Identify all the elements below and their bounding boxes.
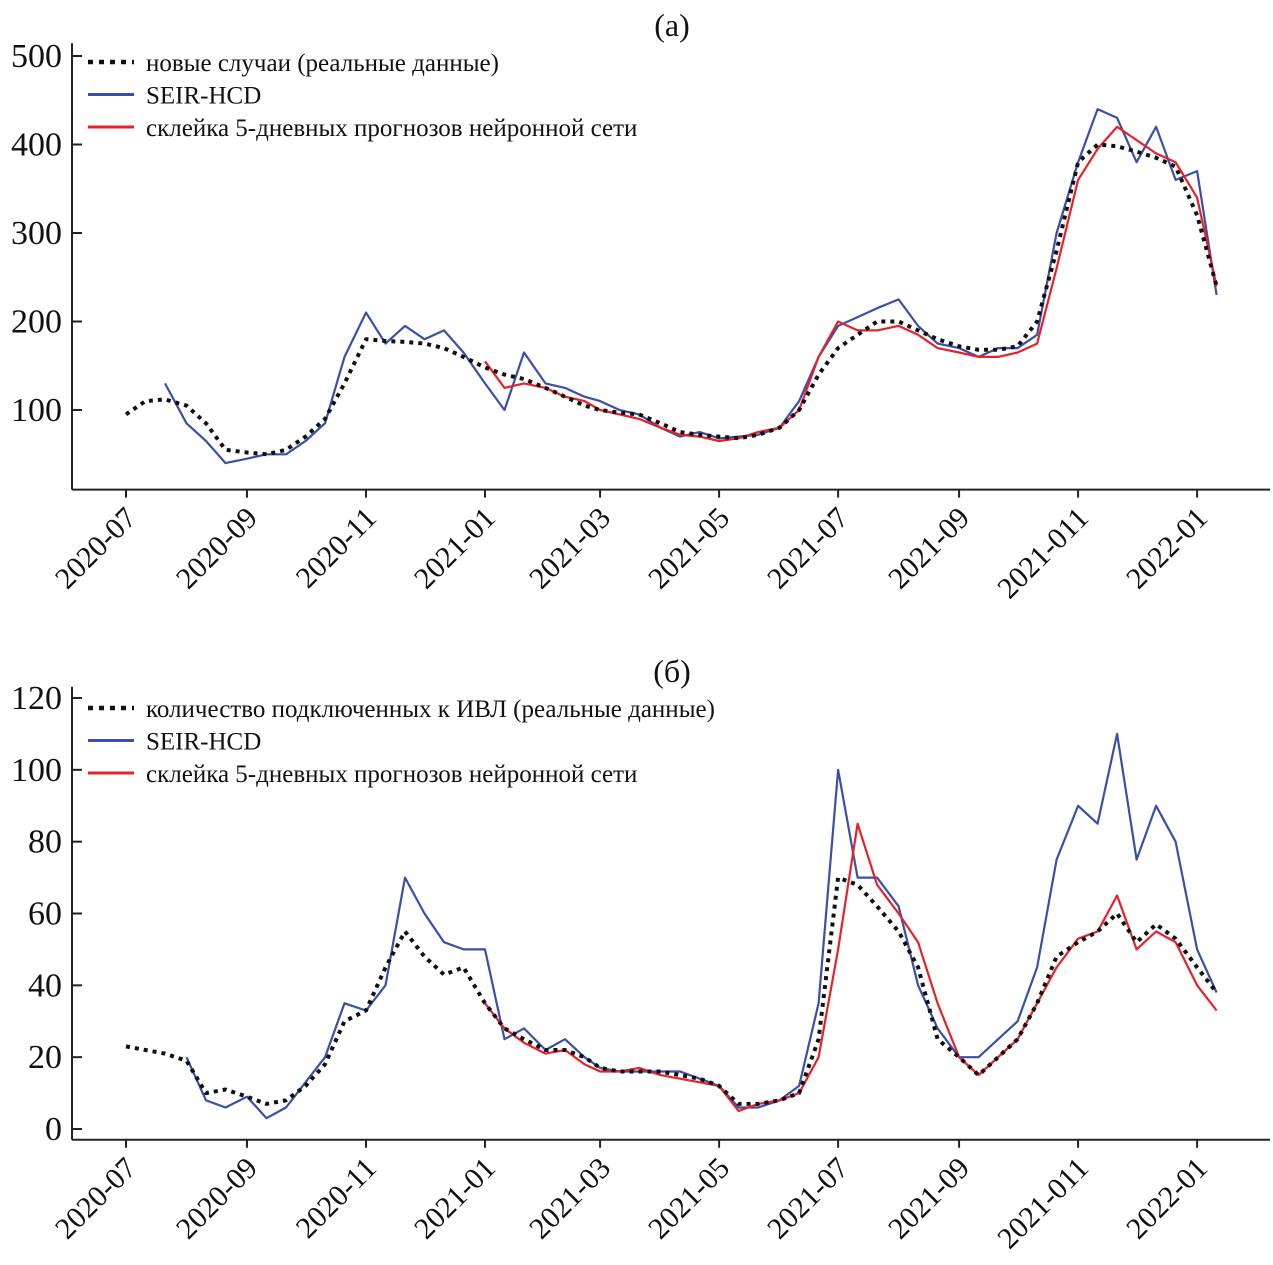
y-tick-label: 500 bbox=[11, 38, 62, 75]
x-tick-label: 2020-11 bbox=[290, 1151, 383, 1244]
x-tick-label: 2021-09 bbox=[882, 1151, 976, 1245]
legend-label: SEIR-HCD bbox=[146, 729, 261, 756]
panel-title: (a) bbox=[654, 7, 690, 43]
legend: новые случаи (реальные данные) SEIR-HCD ск… bbox=[88, 50, 637, 142]
panel-title: (б) bbox=[653, 653, 691, 689]
x-tick-label: 2021-09 bbox=[882, 501, 976, 595]
series-line-nn bbox=[484, 822, 1218, 1113]
y-tick-label: 120 bbox=[11, 680, 62, 717]
y-tick-label: 60 bbox=[28, 896, 62, 933]
x-tick-label: 2020-11 bbox=[290, 501, 383, 594]
x-tick-label: 2021-01 bbox=[408, 501, 502, 595]
y-tick-label: 400 bbox=[11, 127, 62, 164]
x-tick-label: 2021-07 bbox=[761, 1151, 855, 1245]
y-tick-label: 0 bbox=[45, 1111, 62, 1148]
series-line-seir-hcd bbox=[164, 108, 1218, 465]
y-tick-label: 100 bbox=[11, 392, 62, 429]
legend-label: склейка 5-дневных прогнозов нейронной се… bbox=[146, 115, 637, 142]
x-tick-label: 2021-03 bbox=[523, 501, 617, 595]
legend-label: SEIR-HCD bbox=[146, 83, 261, 110]
y-tick-label: 100 bbox=[11, 752, 62, 789]
panel-a: (a) 100 200 300 400 500 2020-07 2020-09 2020-11 2… bbox=[11, 7, 1270, 605]
x-tick-label: 2022-01 bbox=[1120, 501, 1214, 595]
x-tick-label: 2022-01 bbox=[1120, 1151, 1214, 1245]
legend-label: количество подключенных к ИВЛ (реальные … bbox=[146, 696, 715, 723]
series-line-real bbox=[124, 142, 1219, 457]
x-tick-label: 2021-05 bbox=[642, 501, 736, 595]
y-tick-label: 300 bbox=[11, 215, 62, 252]
x-tick-label: 2021-011 bbox=[991, 501, 1095, 605]
series-line-real bbox=[125, 875, 1219, 1106]
x-tick-label: 2020-09 bbox=[170, 501, 264, 595]
x-tick-label: 2020-07 bbox=[49, 501, 143, 595]
y-tick-label: 20 bbox=[28, 1039, 62, 1076]
x-tick-label: 2021-03 bbox=[523, 1151, 617, 1245]
legend-label: склейка 5-дневных прогнозов нейронной се… bbox=[146, 761, 637, 788]
legend: количество подключенных к ИВЛ (реальные … bbox=[88, 696, 715, 788]
series-line-seir-hcd bbox=[185, 732, 1218, 1120]
x-tick-label: 2020-09 bbox=[170, 1151, 264, 1245]
x-tick-label: 2021-01 bbox=[408, 1151, 502, 1245]
panel-b: (б) 0 20 40 60 80 100 120 2020-07 2020-09 2020-11 2… bbox=[11, 653, 1270, 1255]
x-tick-label: 2021-07 bbox=[761, 501, 855, 595]
x-tick-label: 2021-011 bbox=[991, 1151, 1095, 1255]
legend-label: новые случаи (реальные данные) bbox=[146, 50, 499, 77]
series-line-nn bbox=[484, 125, 1218, 443]
y-tick-label: 200 bbox=[11, 304, 62, 341]
y-tick-label: 80 bbox=[28, 824, 62, 861]
x-tick-label: 2020-07 bbox=[49, 1151, 143, 1245]
y-tick-label: 40 bbox=[28, 967, 62, 1004]
x-tick-label: 2021-05 bbox=[642, 1151, 736, 1245]
